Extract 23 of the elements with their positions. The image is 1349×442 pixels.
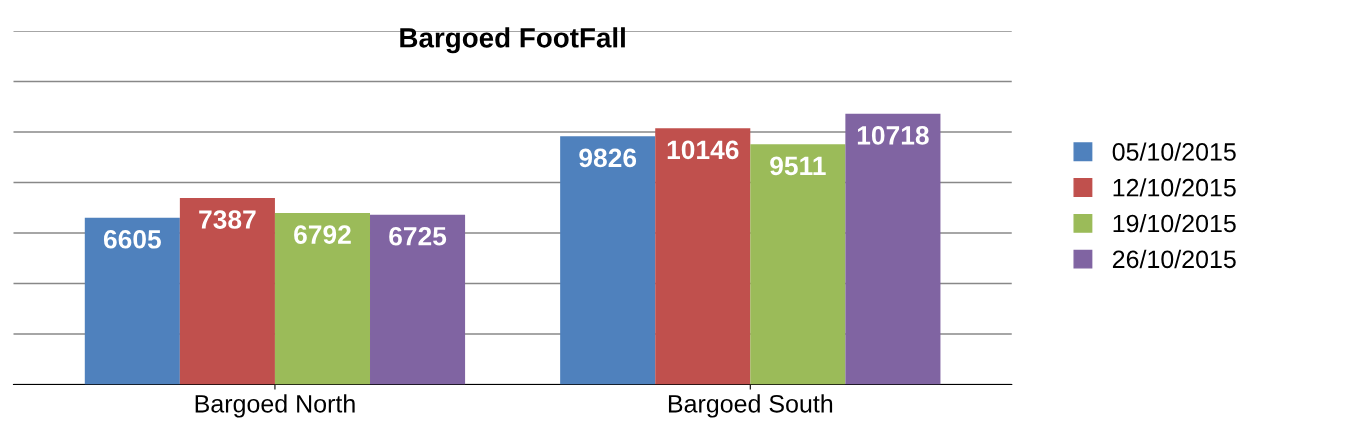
data-label: 10718 (857, 126, 929, 145)
bar (655, 128, 751, 385)
data-label: 6605 (103, 229, 161, 249)
bar (370, 214, 466, 385)
legend-label: 19/10/2015 (1113, 213, 1236, 233)
bar (560, 136, 656, 385)
bar (750, 144, 846, 385)
data-label: 6792 (294, 225, 351, 244)
bar (274, 212, 371, 385)
legend-label: 05/10/2015 (1112, 142, 1236, 161)
chart-title: Bargoed FootFall (400, 27, 625, 54)
data-label: 10146 (667, 140, 739, 160)
x-tick-label: Bargoed North (195, 394, 355, 418)
x-tick-label: Bargoed South (668, 394, 833, 418)
data-label: 9826 (579, 148, 637, 168)
legend-label: 12/10/2015 (1113, 178, 1236, 197)
bar (84, 217, 180, 385)
data-label: 7387 (199, 210, 256, 229)
data-label: 9511 (770, 156, 826, 176)
bar (845, 113, 941, 385)
legend-label: 26/10/2015 (1112, 249, 1236, 269)
data-label: 6725 (389, 226, 447, 246)
bar (179, 197, 275, 385)
